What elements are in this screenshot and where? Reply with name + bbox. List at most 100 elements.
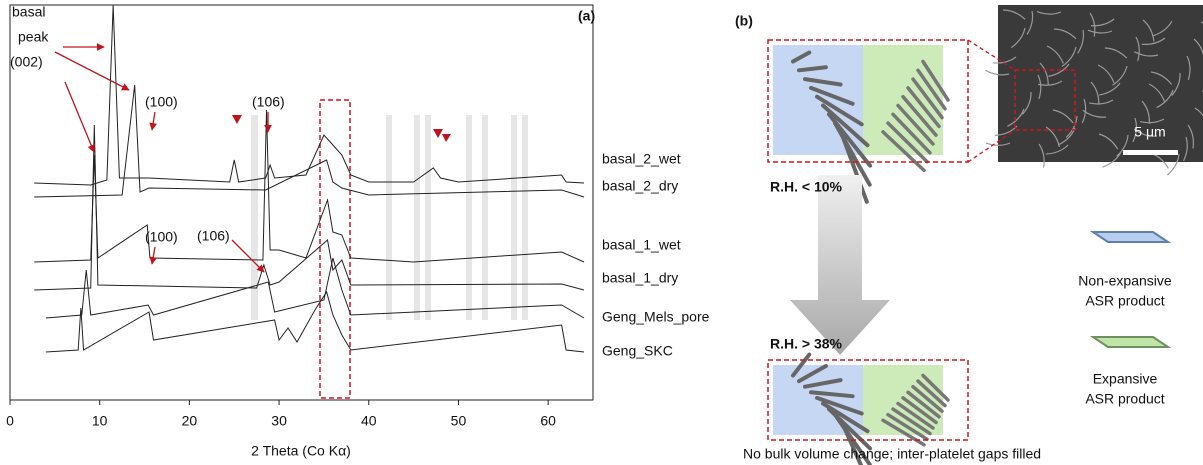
sem-texture — [1037, 74, 1042, 100]
legend-label: ASR product — [1085, 293, 1164, 309]
mechanism-diagram: (b) 5 μm R.H. < 10% R.H. > 38% Non-expan… — [735, 5, 1203, 465]
sem-texture — [1090, 81, 1100, 105]
platelet — [791, 50, 812, 64]
platelet — [797, 65, 828, 73]
sem-texture — [1007, 108, 1025, 127]
sem-texture — [1065, 115, 1078, 138]
plot-frame — [9, 4, 594, 401]
xrd-trace — [34, 84, 585, 198]
x-tick-label: 20 — [182, 413, 198, 429]
sem-texture — [1099, 82, 1121, 96]
platelet — [886, 121, 929, 164]
annotation: (100) — [145, 94, 178, 110]
platelet — [916, 379, 947, 408]
dry-state-box — [767, 39, 969, 163]
platelet — [881, 130, 926, 173]
sem-texture — [1156, 89, 1174, 109]
panel-label: (b) — [735, 13, 753, 29]
platelet — [809, 390, 855, 399]
sem-image — [998, 5, 1203, 162]
sem-texture — [1052, 109, 1074, 124]
sem-texture — [1021, 91, 1032, 115]
platelet — [803, 77, 843, 87]
sem-texture — [1139, 118, 1165, 124]
platelet — [921, 59, 950, 102]
x-tick-label: 10 — [92, 413, 108, 429]
sem-texture — [1186, 55, 1191, 81]
sem-texture — [1132, 117, 1138, 143]
x-axis-title: 2 Theta (Co Kα) — [251, 443, 351, 459]
platelet — [839, 418, 864, 465]
annotation: (106) — [252, 94, 285, 110]
sem-texture — [985, 69, 1010, 76]
sem-texture — [1193, 38, 1203, 56]
platelet — [791, 352, 812, 378]
sem-texture — [1112, 65, 1128, 86]
xrd-chart: (a) basal peak (002) (100) (106) (100) (… — [6, 4, 710, 459]
platelet — [906, 390, 941, 419]
sem-texture — [1097, 64, 1115, 84]
platelet — [809, 85, 855, 106]
platelet — [896, 401, 935, 430]
sem-texture — [1090, 18, 1115, 27]
legend-swatch — [1089, 336, 1172, 348]
wet-state-box — [767, 359, 969, 441]
platelet — [896, 103, 935, 146]
annotation: (106) — [197, 228, 230, 244]
scale-bar-label: 5 μm — [1134, 124, 1165, 140]
platelet — [815, 395, 864, 416]
sem-texture — [1082, 109, 1107, 118]
series-label: basal_1_wet — [602, 237, 681, 253]
sem-texture — [1089, 12, 1096, 37]
sem-texture — [1141, 100, 1151, 124]
sem-texture — [1142, 19, 1155, 42]
annotation: peak — [18, 29, 49, 45]
legend-label: Expansive — [1093, 371, 1158, 387]
platelet — [916, 68, 947, 111]
humidity-arrow — [790, 175, 890, 355]
triangle-markers — [232, 115, 451, 142]
platelet — [901, 396, 938, 425]
x-tick-label: 60 — [540, 413, 556, 429]
sem-texture — [1081, 98, 1087, 124]
sem-texture — [1116, 134, 1129, 157]
platelet — [797, 364, 828, 384]
legend-swatch — [1089, 231, 1172, 243]
annotation-arrows — [54, 43, 272, 273]
series-label: basal_1_dry — [602, 270, 678, 286]
sem-texture — [1045, 144, 1069, 155]
xrd-trace — [45, 290, 585, 353]
xrd-trace — [34, 109, 585, 263]
xrd-trace — [45, 257, 585, 319]
highlight-box — [319, 99, 351, 399]
series-label: Geng_SKC — [602, 343, 673, 359]
sem-texture — [1053, 28, 1077, 40]
platelet — [921, 373, 950, 402]
sem-texture — [1010, 27, 1026, 49]
sem-texture — [1133, 128, 1158, 137]
panel-label: (a) — [578, 8, 595, 24]
platelet — [803, 378, 843, 389]
platelet — [891, 407, 932, 436]
sem-texture — [1182, 136, 1188, 162]
annotation: (002) — [10, 54, 43, 70]
sem-texture — [1194, 107, 1203, 117]
sem-texture — [1048, 63, 1070, 77]
x-tick-label: 50 — [451, 413, 467, 429]
annotation: basal — [12, 4, 45, 20]
platelet — [911, 77, 944, 120]
platelet — [886, 412, 929, 441]
sem-texture — [1133, 51, 1159, 57]
xrd-trace — [34, 4, 585, 186]
platelet — [821, 103, 870, 148]
sem-texture — [1061, 46, 1077, 67]
platelet — [901, 94, 938, 137]
sem-texture — [1089, 99, 1114, 105]
series-label: Geng_Mels_pore — [602, 309, 710, 325]
sem-texture — [1039, 62, 1049, 86]
zoom-box — [1014, 69, 1076, 131]
platelet — [839, 129, 869, 204]
sem-texture — [1077, 29, 1085, 54]
sem-texture — [1148, 83, 1166, 103]
platelet — [891, 112, 932, 155]
